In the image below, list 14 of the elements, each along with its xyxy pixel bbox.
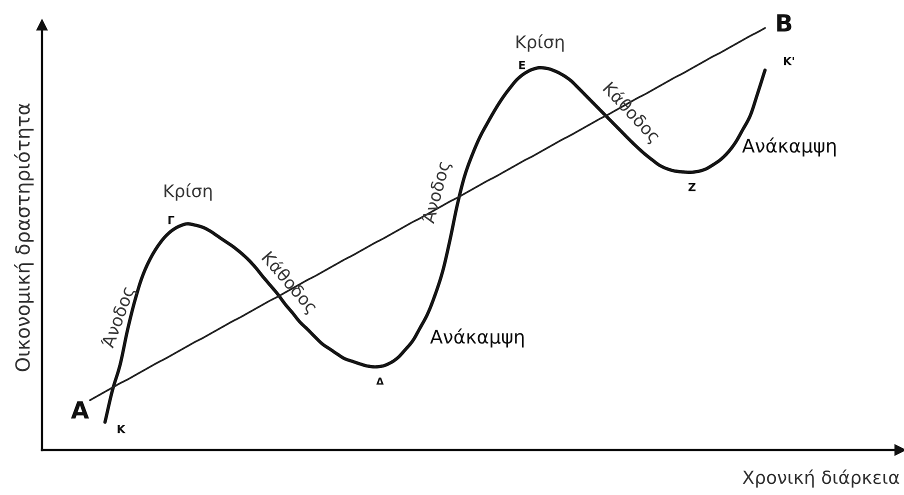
annotation: Ε [519,60,525,70]
annotation: Α [70,401,90,419]
text: Κ' [784,56,794,66]
annotation: Γ [168,216,174,224]
text: Β [777,14,792,32]
annotation: Ζ [688,182,696,192]
annotation: Κρίση [516,34,564,52]
x-axis-title: Χρονική διάρκεια [742,469,900,488]
y-axis-title: Οικονομική δραστηριότητα [14,104,34,372]
annotation: Δ [376,378,384,385]
annotation: Ανάκαμψη [742,138,836,156]
annotation: Κρίση [164,183,212,201]
annotation: Κ [118,424,126,434]
annotation: Ανάκαμψη [430,328,524,348]
